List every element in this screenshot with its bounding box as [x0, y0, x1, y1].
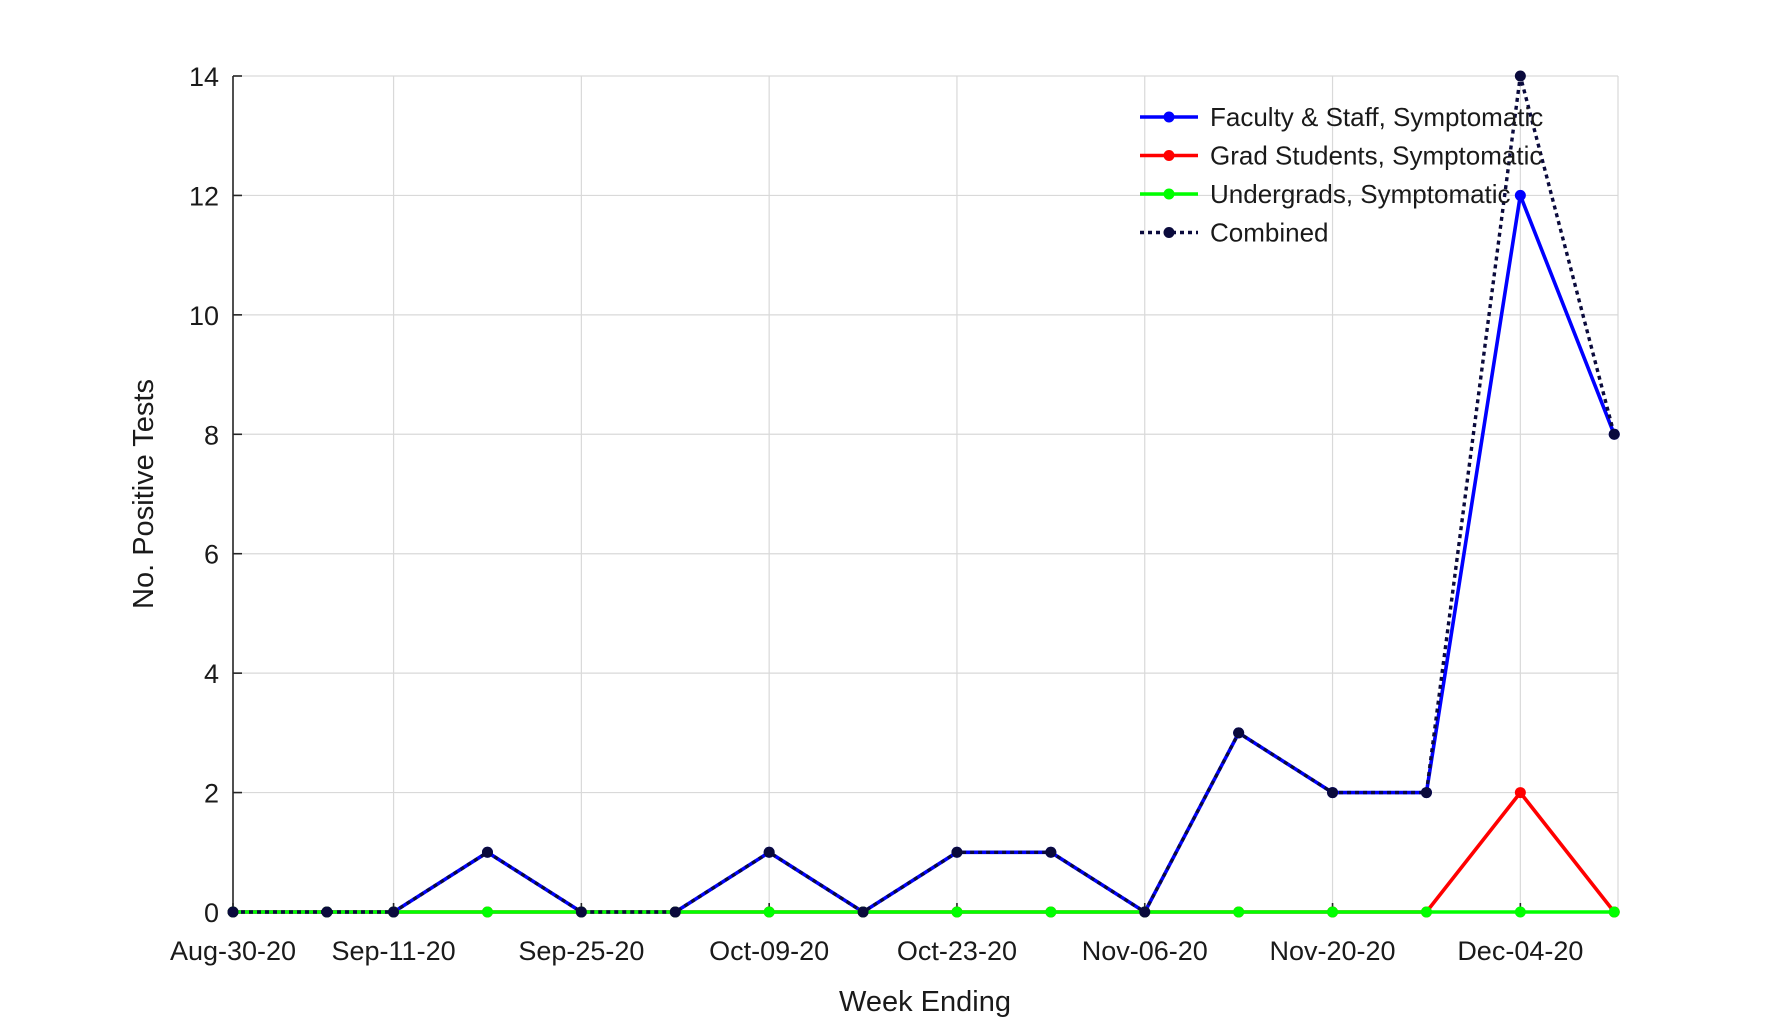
- data-point: [227, 906, 239, 918]
- legend-marker: [1163, 188, 1175, 200]
- data-point: [1233, 906, 1245, 918]
- y-tick-label: 10: [189, 301, 219, 331]
- legend-label: Grad Students, Symptomatic: [1210, 141, 1542, 171]
- y-tick-label: 4: [204, 659, 219, 689]
- data-point: [1514, 906, 1526, 918]
- data-point: [481, 906, 493, 918]
- data-point: [575, 906, 587, 918]
- data-point: [1045, 906, 1057, 918]
- legend-marker: [1163, 227, 1175, 238]
- y-axis-title: No. Positive Tests: [128, 379, 160, 609]
- data-point: [1045, 846, 1057, 858]
- data-point: [321, 906, 333, 918]
- series-lines: [227, 70, 1620, 918]
- data-point: [951, 906, 963, 918]
- legend-marker: [1163, 111, 1175, 123]
- data-point: [1514, 70, 1526, 82]
- x-tick-label: Dec-04-20: [1457, 936, 1583, 966]
- data-point: [951, 846, 963, 858]
- data-point: [857, 906, 869, 918]
- series-line-2: [233, 790, 1616, 914]
- legend-label: Combined: [1210, 218, 1329, 248]
- data-point: [481, 846, 493, 858]
- grid-lines: [232, 75, 1619, 913]
- data-point: [1514, 189, 1526, 201]
- y-tick-label: 12: [189, 181, 219, 211]
- data-point: [388, 906, 400, 918]
- data-point: [1139, 906, 1151, 918]
- x-tick-label: Sep-11-20: [332, 936, 456, 966]
- data-point: [1608, 428, 1620, 440]
- data-point: [1233, 727, 1245, 739]
- x-tick-label: Nov-20-20: [1270, 936, 1396, 966]
- x-axis-title: Week Ending: [839, 986, 1011, 1018]
- x-tick-label: Nov-06-20: [1082, 936, 1208, 966]
- data-point: [1514, 787, 1526, 799]
- data-point: [1420, 906, 1432, 918]
- y-tick-label: 14: [189, 62, 219, 92]
- x-tick-labels: Aug-30-20 Sep-11-20 Sep-25-20 Oct-09-20 Oct-…: [170, 936, 1583, 966]
- x-tick-label: Oct-23-20: [897, 936, 1017, 966]
- legend-label: Undergrads, Symptomatic: [1210, 179, 1511, 209]
- y-tick-label: 2: [204, 779, 219, 809]
- x-tick-label: Aug-30-20: [170, 936, 296, 966]
- y-tick-label: 6: [204, 540, 219, 570]
- legend-label: Faculty & Staff, Symptomatic: [1210, 102, 1543, 132]
- series-line-4: [233, 74, 1616, 914]
- y-tick-labels: 0 2 4 6 8 10 12 14: [189, 62, 219, 928]
- data-point: [1327, 906, 1339, 918]
- data-point: [669, 906, 681, 918]
- legend-marker: [1163, 150, 1175, 161]
- data-point: [1420, 787, 1432, 799]
- x-tick-label: Sep-25-20: [518, 936, 644, 966]
- data-point: [1327, 787, 1339, 799]
- legend: Faculty & Staff, Symptomatic Grad Student…: [1140, 102, 1543, 248]
- x-tick-label: Oct-09-20: [709, 936, 829, 966]
- data-point: [1608, 906, 1620, 918]
- data-point: [763, 906, 775, 918]
- data-point: [763, 846, 775, 858]
- y-tick-label: 0: [204, 898, 219, 928]
- y-tick-label: 8: [204, 420, 219, 450]
